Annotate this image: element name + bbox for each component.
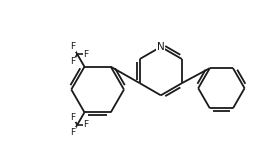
Text: F: F [70,57,76,66]
Text: F: F [70,128,76,137]
Text: F: F [83,120,88,129]
Text: F: F [83,50,88,59]
Text: F: F [70,113,76,122]
Text: N: N [157,42,165,52]
Text: F: F [70,42,76,51]
